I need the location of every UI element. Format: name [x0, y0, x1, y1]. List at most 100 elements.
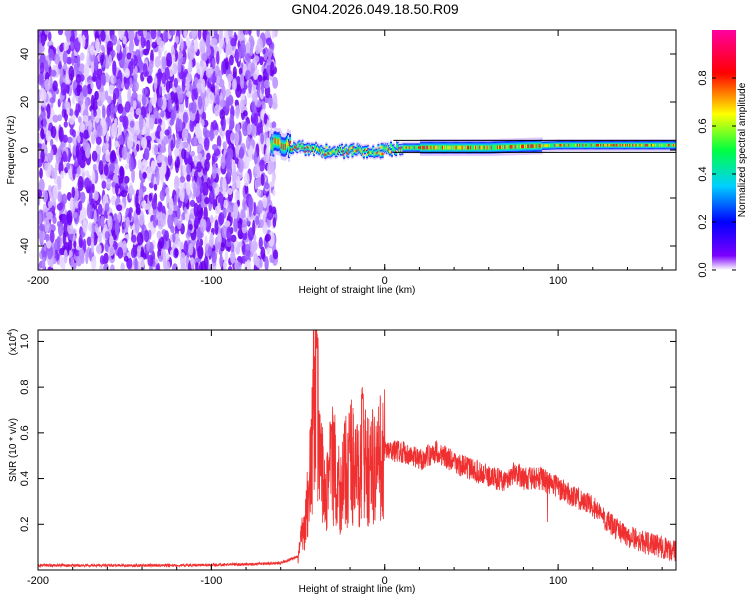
spectrogram-band-cell [525, 143, 528, 150]
spectrogram-noise-cell [59, 247, 66, 256]
spectrogram-noise-cell [97, 203, 103, 216]
spectrogram-noise-cell [190, 150, 196, 157]
spectrogram-band-cell [619, 143, 622, 147]
spectrogram-band-cell [351, 151, 354, 156]
spectrogram-band-cell [570, 143, 573, 148]
spectrogram-noise-cell [234, 48, 239, 63]
spectrogram-noise-cell [201, 78, 206, 94]
spectrogram-noise-cell [226, 204, 233, 215]
spectrogram-noise-cell [74, 30, 78, 38]
spectrogram-band-cell [305, 146, 308, 150]
spectrogram-band-cell [542, 143, 545, 148]
snr-x-tick-label: 100 [549, 575, 567, 587]
spectrogram-band-cell [622, 143, 625, 148]
spectrogram-band-cell [326, 151, 329, 156]
spectrogram-band-cell [562, 143, 565, 148]
spectrogram-noise-cell [265, 37, 273, 46]
spectrogram-noise-cell [240, 93, 246, 101]
snr-frame [37, 329, 677, 571]
spectrogram-noise-cell [156, 262, 161, 270]
spectrogram-noise-cell [152, 214, 158, 228]
spectrogram-noise-cell [151, 41, 158, 49]
spectrogram-band-cell [585, 143, 588, 147]
spectrogram-band-cell [474, 145, 477, 150]
spectrogram-band-cell [636, 143, 639, 148]
spectrogram-band-cell [569, 143, 572, 148]
spectrogram-band-cell [418, 146, 421, 149]
spectrogram-band-cell [577, 143, 580, 147]
spectrogram-noise-cell [135, 207, 141, 216]
spectrogram-noise-cell [202, 125, 208, 138]
spectrogram-noise-cell [169, 30, 176, 36]
spectrogram-band-cell [354, 149, 357, 153]
spectrogram-noise-cell [160, 145, 167, 154]
spectrogram-noise-cell [77, 135, 81, 144]
spectrogram-noise-cell [112, 60, 117, 76]
spectrogram-band-cell [551, 143, 554, 148]
spectrogram-noise-cell [106, 178, 112, 190]
spectrogram-noise-cell [155, 131, 162, 139]
spectrogram-band-cell [601, 143, 604, 148]
spectrogram-band-cell [271, 139, 274, 148]
spectrogram-noise-cell [271, 206, 277, 215]
spectrogram-band-cell [425, 144, 428, 151]
spectrogram-noise-cell [175, 138, 180, 149]
spectrogram-band-cell [526, 144, 529, 149]
spectrogram-noise-cell [78, 248, 85, 260]
spectrogram-noise-cell [188, 243, 194, 256]
spectrogram-noise-cell [71, 95, 76, 105]
spectrogram-band-cell [644, 143, 647, 147]
spectrogram-noise-cell [244, 69, 251, 81]
spectrogram-noise-cell [191, 30, 197, 38]
spectrogram-noise-cell [105, 74, 110, 83]
spectrogram-band-cell [503, 145, 506, 149]
spectrogram-band-cell [303, 146, 306, 150]
spectrogram-noise-cell [91, 150, 98, 162]
spectrogram-band-cell [620, 143, 623, 147]
spectrogram-band-cell [320, 147, 323, 152]
spectrogram-band-cell [312, 150, 315, 153]
spectrogram-band-cell [515, 143, 518, 150]
spectrogram-band-cell [573, 143, 576, 148]
spectrogram-band-cell [459, 145, 462, 150]
spectrogram-noise-cell [189, 118, 195, 133]
spectrogram-band-cell [592, 143, 595, 147]
spectrogram-noise-cell [50, 148, 54, 161]
spectrogram-noise-cell [120, 262, 125, 270]
spectrogram-band-cell [629, 143, 632, 147]
spectrogram-band-cell [655, 143, 658, 147]
spectrogram-noise-cell [73, 240, 77, 249]
spectrogram-band-cell [457, 145, 460, 150]
spectrogram-noise-cell [68, 250, 73, 258]
spectrogram-band-cell [517, 143, 520, 150]
spectrogram-noise-cell [189, 199, 196, 208]
spectrogram-noise-cell [125, 216, 130, 229]
spectrogram-band-cell [545, 144, 548, 147]
spectrogram-noise-cell [244, 261, 248, 270]
spectrogram-band-cell [561, 143, 564, 147]
spectrogram-noise-cell [244, 250, 251, 261]
spectrogram-noise-cell [200, 89, 207, 100]
colorbar-tick-label: 0.6 [697, 118, 709, 133]
spectrogram-noise-cell [244, 155, 250, 169]
spectrogram-noise-cell [205, 34, 211, 51]
spectrogram-noise-cell [38, 30, 41, 37]
spectrogram-noise-cell [238, 67, 243, 75]
spectrogram-band-cell [309, 147, 312, 151]
spectrogram-noise-cell [63, 249, 68, 264]
spectrogram-band-cell [591, 143, 594, 148]
spectrogram-noise-cell [78, 116, 82, 124]
spectrogram-noise-cell [162, 181, 166, 195]
spectrogram-noise-cell [123, 255, 129, 262]
spectrogram-noise-cell [272, 216, 277, 228]
spectrogram-band-cell [439, 144, 442, 151]
spectrogram-band-cell [593, 143, 596, 148]
spectrogram-band-cell [479, 145, 482, 150]
spectrogram-band-cell [400, 146, 403, 150]
spectrogram-noise-cell [116, 39, 121, 54]
spectrogram-band-cell [499, 145, 502, 150]
spectrogram-noise-cell [77, 175, 84, 192]
spectrogram-band-cell [380, 146, 383, 149]
spectrogram-noise-cell [131, 91, 138, 101]
spectrogram-band-cell [509, 145, 512, 149]
